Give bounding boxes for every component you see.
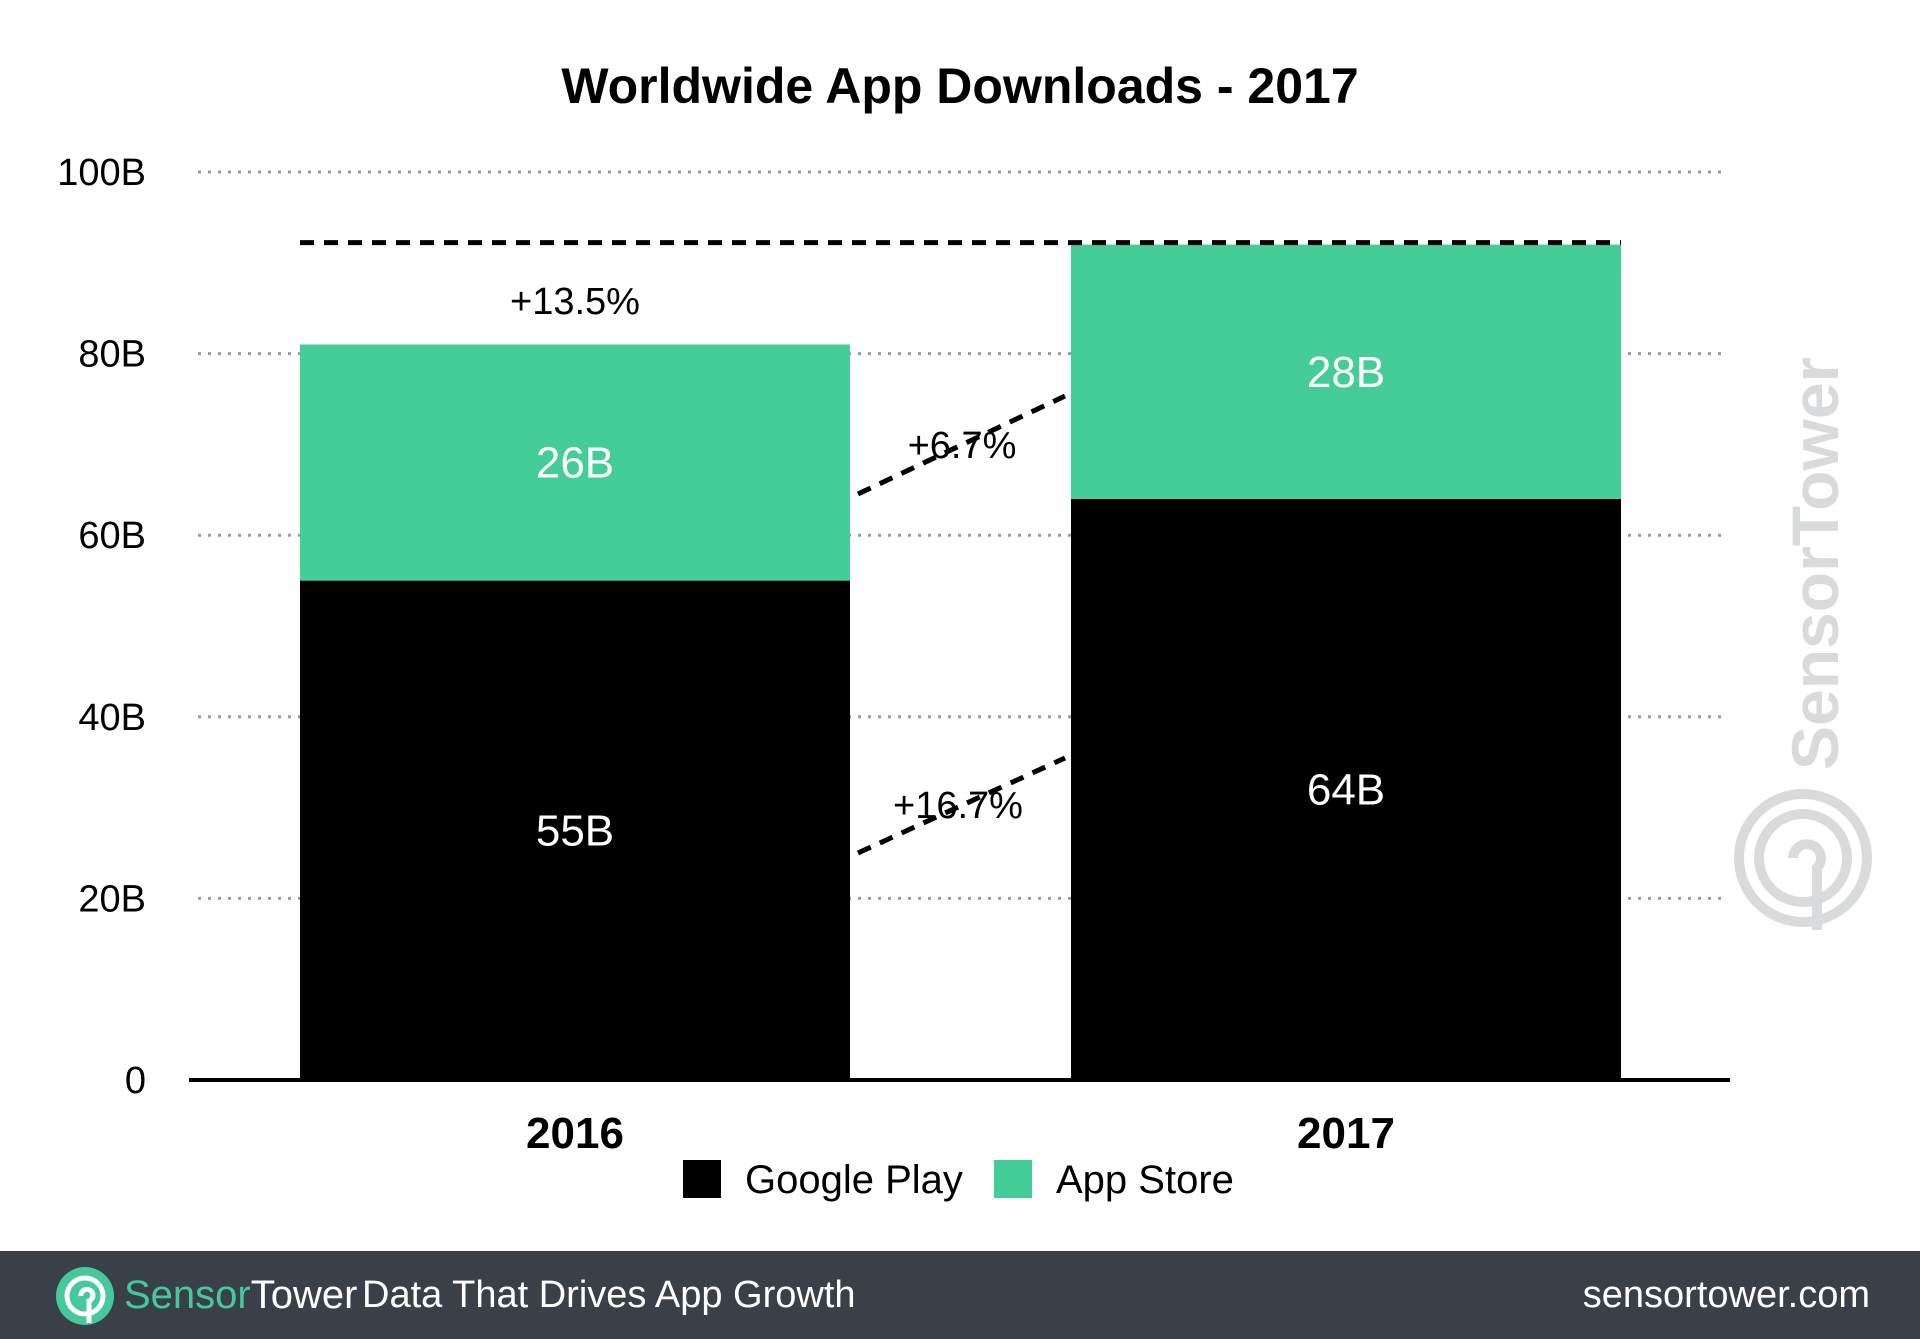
chart-svg: Worldwide App Downloads - 2017 0 20B 40B 60… xyxy=(57,58,1872,1202)
footer-url-link[interactable]: sensortower.com xyxy=(1582,1274,1870,1316)
bar-app-store-2016 xyxy=(300,344,850,581)
x-tick-label: 2016 xyxy=(526,1109,624,1158)
growth-label-app-store: +6.7% xyxy=(908,425,1017,467)
legend-label: App Store xyxy=(1056,1158,1234,1202)
y-tick-label: 80B xyxy=(78,334,146,376)
footer-tagline: Data That Drives App Growth xyxy=(362,1274,856,1316)
growth-label-total: +13.5% xyxy=(510,281,640,323)
y-axis-ticks: 0 20B 40B 60B 80B 100B xyxy=(57,152,146,1102)
growth-label-google-play: +16.7% xyxy=(893,785,1023,827)
y-tick-label: 100B xyxy=(57,152,146,194)
growth-annotations: +13.5% +6.7% +16.7% xyxy=(300,240,1621,856)
sensor-tower-logo-icon xyxy=(1734,789,1872,930)
google-play-growth-line xyxy=(856,755,1067,856)
legend-swatch-google-play xyxy=(683,1160,721,1198)
bar-app-store-2017 xyxy=(1071,244,1621,499)
y-tick-label: 60B xyxy=(78,515,146,557)
data-labels: 55B 26B 64B 28B xyxy=(536,348,1385,856)
footer-brand[interactable]: SensorTower xyxy=(124,1271,357,1319)
bar-google-play-2017 xyxy=(1071,498,1621,1080)
legend: Google Play App Store xyxy=(683,1158,1234,1202)
footer-bar: SensorTower Data That Drives App Growth … xyxy=(0,1251,1920,1339)
legend-label: Google Play xyxy=(745,1158,963,1202)
footer-brand-part2: Tower xyxy=(250,1273,358,1317)
x-tick-label: 2017 xyxy=(1297,1109,1395,1158)
bar-google-play-2016 xyxy=(300,580,850,1080)
watermark: SensorTower xyxy=(1734,357,1872,930)
y-tick-label: 20B xyxy=(78,878,146,920)
data-label: 55B xyxy=(536,806,614,855)
footer-brand-part1: Sensor xyxy=(124,1273,251,1317)
data-label: 28B xyxy=(1307,348,1385,397)
sensor-tower-logo-icon xyxy=(56,1267,114,1325)
watermark-text: SensorTower xyxy=(1778,357,1852,770)
y-tick-label: 0 xyxy=(125,1060,146,1102)
y-tick-label: 40B xyxy=(78,697,146,739)
x-axis-ticks: 2016 2017 xyxy=(526,1109,1395,1158)
data-label: 64B xyxy=(1307,765,1385,814)
data-label: 26B xyxy=(536,439,614,488)
chart-title: Worldwide App Downloads - 2017 xyxy=(561,58,1358,114)
legend-swatch-app-store xyxy=(994,1160,1032,1198)
bars xyxy=(300,244,1621,1080)
